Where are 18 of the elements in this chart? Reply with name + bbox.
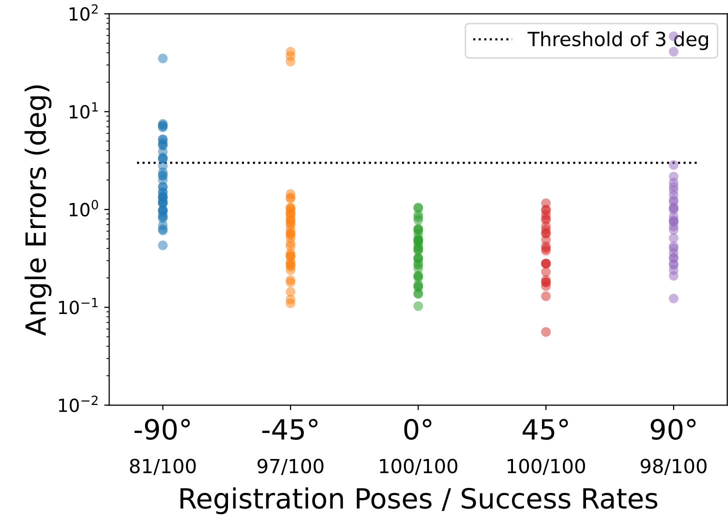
text: 97/100 — [258, 458, 324, 475]
x-tick-label: -90° — [134, 418, 190, 440]
x-axis-title: Registration Poses / Success Rates — [180, 487, 658, 514]
y-tick-label: 10$^{2}$ — [70, 4, 98, 21]
text: 100/100 — [380, 458, 458, 475]
x-tick-label: -45° — [262, 418, 318, 440]
x-tick-label: 45° — [522, 418, 568, 440]
text: 98/100 — [640, 458, 707, 475]
text: 81/100 — [130, 458, 196, 475]
x-tick-label: 0° — [404, 418, 432, 440]
y-tick-label: 10$^{0}$ — [70, 200, 98, 216]
text: 100/100 — [508, 458, 586, 475]
y-tick-label: 10$^{−2}$ — [59, 396, 98, 412]
legend-label: Threshold of 3 deg — [528, 31, 708, 50]
x-tick-label: 90° — [650, 418, 696, 440]
y-tick-label: 10$^{−1}$ — [59, 298, 98, 314]
y-tick-label: 10$^{1}$ — [70, 102, 98, 119]
y-axis-title: Angle Errors (deg) — [24, 85, 52, 336]
